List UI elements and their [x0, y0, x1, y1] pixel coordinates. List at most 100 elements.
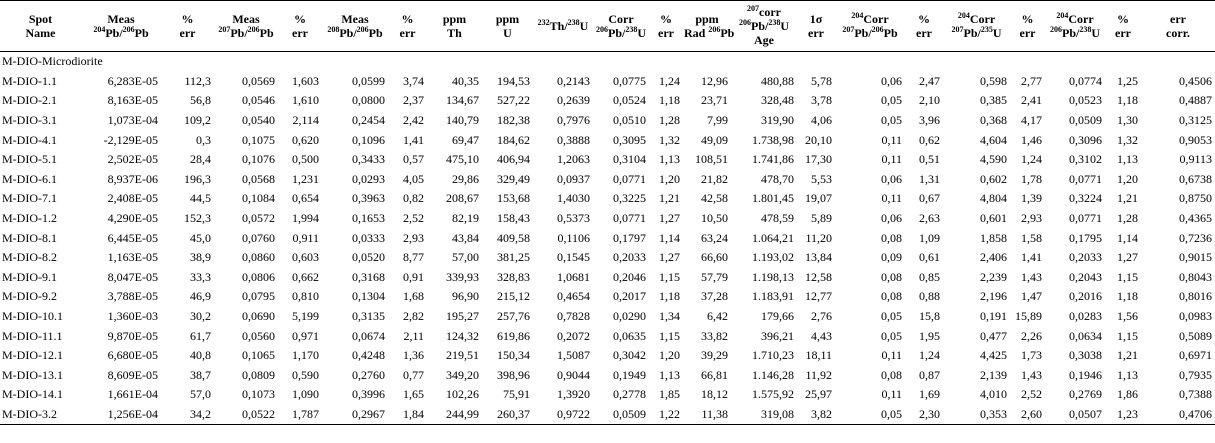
- table-cell: 2,52: [1021, 387, 1042, 402]
- table-cell: 0,602: [980, 171, 1007, 186]
- table-cell: 66,60: [701, 250, 728, 265]
- table-cell: 11,92: [805, 367, 832, 382]
- table-cell: 1.198,13: [752, 269, 794, 284]
- table-cell: 1,84: [388, 404, 427, 426]
- table-cell: 409,58: [497, 230, 530, 245]
- table-cell: 109,2: [184, 113, 211, 128]
- table-cell: 0,11: [881, 152, 902, 167]
- table-cell: 1,41: [1021, 250, 1042, 265]
- table-cell: 11,20: [805, 230, 832, 245]
- table-cell: 5,53: [811, 171, 832, 186]
- table-cell: 1,32: [659, 132, 680, 147]
- table-cell: 1,18: [659, 289, 680, 304]
- table-cell: 57,00: [452, 250, 479, 265]
- table-cell: 1,68: [403, 289, 424, 304]
- table-cell: 0,0560: [242, 328, 275, 343]
- table-cell: 18,12: [701, 387, 728, 402]
- table-cell: 0,0809: [242, 367, 275, 382]
- table-cell: 328,48: [761, 93, 794, 108]
- table-cell: 1,24: [1021, 152, 1042, 167]
- table-cell: 0,0523: [1069, 93, 1102, 108]
- table-cell: 1,661E-04: [107, 387, 158, 402]
- table-cell: 0,0806: [242, 269, 275, 284]
- table-cell: 0,77: [403, 367, 424, 382]
- table-cell: 0,353: [943, 404, 1010, 426]
- table-cell: 328,83: [497, 269, 530, 284]
- table-cell: 0,05: [881, 93, 902, 108]
- table-cell: 12,96: [701, 73, 728, 88]
- table-cell: 0,9053: [1179, 132, 1212, 147]
- table-cell: 12,77: [805, 289, 832, 304]
- table-cell: 21,82: [701, 171, 728, 186]
- group-row: M-DIO-Microdiorite: [0, 52, 1215, 72]
- table-cell: 0,11: [881, 348, 902, 363]
- table-cell: 1,24: [919, 348, 940, 363]
- header-age: 207corr 206Pb/238U Age: [731, 0, 797, 52]
- table-cell: 0,598: [980, 73, 1007, 88]
- table-cell: 1,3920: [557, 387, 590, 402]
- table-cell: 108,51: [695, 152, 728, 167]
- table-cell: 0,8016: [1179, 289, 1212, 304]
- table-cell: 0,6971: [1179, 348, 1212, 363]
- table-cell: 244,99: [427, 404, 482, 426]
- header-pct-err: % err: [278, 0, 322, 52]
- table-cell: 158,43: [497, 211, 530, 226]
- table-cell: 3,96: [919, 113, 940, 128]
- header-pct-err: % err: [905, 0, 943, 52]
- table-cell: 1,58: [1021, 230, 1042, 245]
- table-cell: 0,0599: [352, 73, 385, 88]
- table-row: M-DIO-2.1 8,163E-05 56,8 0,0546 1,610 0,0800 2…: [0, 91, 1215, 111]
- table-cell: 208,67: [446, 191, 479, 206]
- table-cell: 0,1795: [1069, 230, 1102, 245]
- table-cell: 2,76: [811, 309, 832, 324]
- table-row: M-DIO-4.1 -2,129E-05 0,3 0,1075 0,620 0,1096 1…: [0, 130, 1215, 150]
- table-cell: 0,3224: [1069, 191, 1102, 206]
- table-cell: 0,62: [919, 132, 940, 147]
- table-cell: 18,11: [805, 348, 832, 363]
- table-cell: 0,601: [980, 211, 1007, 226]
- table-cell: 1,20: [1117, 171, 1138, 186]
- table-cell: 1,20: [659, 348, 680, 363]
- table-cell: 0,500: [292, 152, 319, 167]
- table-row: M-DIO-1.1 6,283E-05 112,3 0,0569 1,603 0,0599…: [0, 72, 1215, 92]
- table-cell: 1,22: [649, 404, 683, 426]
- table-cell: 0,3135: [352, 309, 385, 324]
- table-cell: 319,90: [761, 113, 794, 128]
- table-cell: 0,91: [403, 269, 424, 284]
- table-cell: 1,69: [919, 387, 940, 402]
- table-cell: 0,9113: [1179, 152, 1212, 167]
- table-cell: 0,662: [292, 269, 319, 284]
- table-cell: 619,86: [497, 328, 530, 343]
- table-cell: 6,42: [707, 309, 728, 324]
- table-cell: 1,170: [292, 348, 319, 363]
- table-cell: 0,2454: [352, 113, 385, 128]
- spot-name-cell: M-DIO-9.2: [2, 289, 57, 304]
- table-row: M-DIO-6.1 8,937E-06 196,3 0,0568 1,231 0,0293…: [0, 170, 1215, 190]
- table-row: M-DIO-14.1 1,661E-04 57,0 0,1073 1,090 0,3996…: [0, 385, 1215, 405]
- table-cell: 0,7935: [1179, 367, 1212, 382]
- table-cell: 1,28: [1117, 211, 1138, 226]
- table-cell: 0,1073: [242, 387, 275, 402]
- table-cell: 0,2017: [613, 289, 646, 304]
- table-cell: 30,2: [190, 309, 211, 324]
- table-row: M-DIO-3.1 1,073E-04 109,2 0,0540 2,114 0,2454…: [0, 111, 1215, 131]
- table-cell: 1,13: [1117, 367, 1138, 382]
- table-cell: 0,971: [292, 328, 319, 343]
- table-cell: 260,37: [482, 404, 533, 426]
- header-ppm-rad-206: ppm Rad 206Pb: [683, 0, 734, 52]
- table-cell: 1,43: [1021, 269, 1042, 284]
- table-cell: 0,1653: [352, 211, 385, 226]
- table-cell: 0,87: [919, 367, 940, 382]
- header-pct-err: % err: [388, 0, 427, 52]
- table-cell: 0,3095: [613, 132, 646, 147]
- table-cell: 1,27: [1117, 250, 1138, 265]
- table-cell: 4,604: [980, 132, 1007, 147]
- table-cell: 1,47: [1021, 289, 1042, 304]
- table-cell: 219,51: [446, 348, 479, 363]
- header-pct-err: % err: [161, 0, 214, 52]
- table-cell: 1,21: [1117, 191, 1138, 206]
- table-cell: 4,590: [980, 152, 1007, 167]
- group-label: M-DIO-Microdiorite: [2, 54, 103, 69]
- table-cell: 0,4887: [1179, 93, 1212, 108]
- table-cell: 1.738,98: [752, 132, 794, 147]
